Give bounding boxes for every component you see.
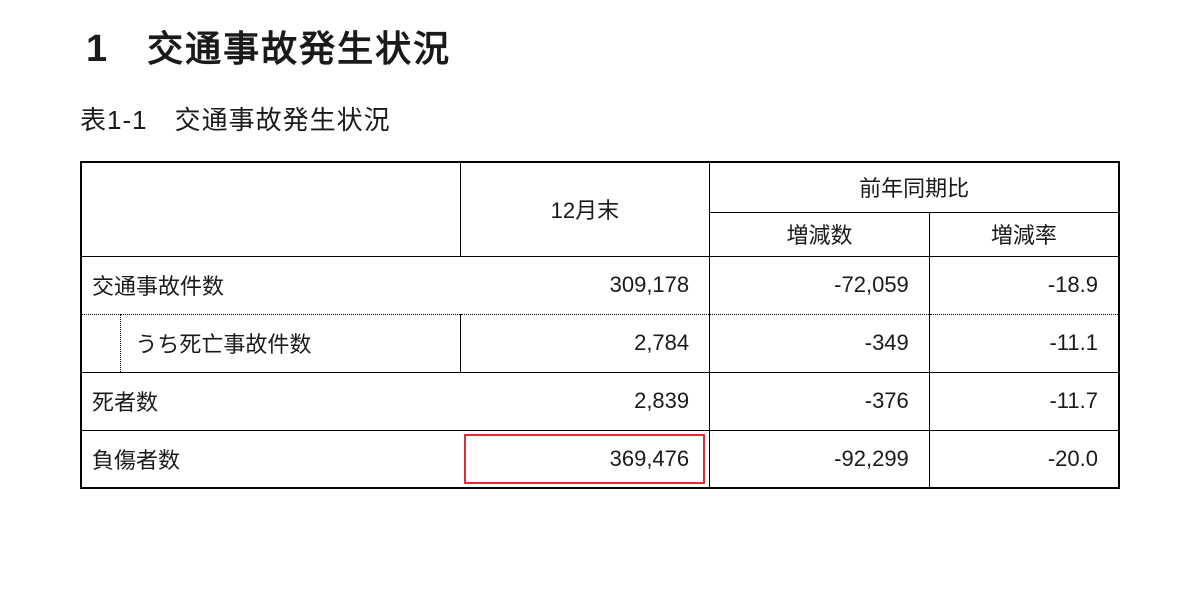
cell-deaths-period: 2,839: [460, 372, 710, 430]
row-label-accidents: 交通事故件数: [81, 256, 460, 314]
header-blank: [121, 212, 460, 256]
table-row: うち死亡事故件数 2,784 -349 -11.1: [81, 314, 1119, 372]
header-blank: [81, 212, 121, 256]
cell-accidents-diff-abs: -72,059: [710, 256, 930, 314]
cell-accidents-period: 309,178: [460, 256, 710, 314]
cell-injured-diff-rate: -20.0: [929, 430, 1119, 488]
section-heading: 1 交通事故発生状況: [86, 20, 1120, 72]
row-label-fatal-accidents: うち死亡事故件数: [121, 314, 460, 372]
header-period: 12月末: [460, 162, 710, 256]
cell-deaths-diff-abs: -376: [710, 372, 930, 430]
table-row: 死者数 2,839 -376 -11.7: [81, 372, 1119, 430]
accident-table: 12月末 前年同期比 増減数 増減率 交通事故件数 309,178 -72,05…: [80, 161, 1120, 489]
table-row: 交通事故件数 309,178 -72,059 -18.9: [81, 256, 1119, 314]
cell-accidents-diff-rate: -18.9: [929, 256, 1119, 314]
header-diff-abs: 増減数: [710, 212, 930, 256]
cell-fatal-diff-rate: -11.1: [929, 314, 1119, 372]
page-root: 1 交通事故発生状況 表1-1 交通事故発生状況 12月末 前年同期比 増減数 …: [0, 0, 1200, 529]
cell-deaths-diff-rate: -11.7: [929, 372, 1119, 430]
header-blank: [121, 162, 460, 212]
cell-fatal-diff-abs: -349: [710, 314, 930, 372]
header-yoy-group: 前年同期比: [710, 162, 1119, 212]
header-diff-rate: 増減率: [929, 212, 1119, 256]
row-indent: [81, 314, 121, 372]
header-blank: [81, 162, 121, 212]
section-title: 交通事故発生状況: [147, 20, 451, 72]
section-number: 1: [86, 28, 107, 71]
cell-injured-period-value: 369,476: [610, 446, 690, 472]
table-caption: 表1-1 交通事故発生状況: [80, 100, 1120, 137]
cell-injured-period-highlight: 369,476: [460, 430, 710, 488]
row-label-injured: 負傷者数: [81, 430, 460, 488]
cell-injured-diff-abs: -92,299: [710, 430, 930, 488]
table-row: 負傷者数 369,476 -92,299 -20.0: [81, 430, 1119, 488]
row-label-deaths: 死者数: [81, 372, 460, 430]
cell-fatal-period: 2,784: [460, 314, 710, 372]
